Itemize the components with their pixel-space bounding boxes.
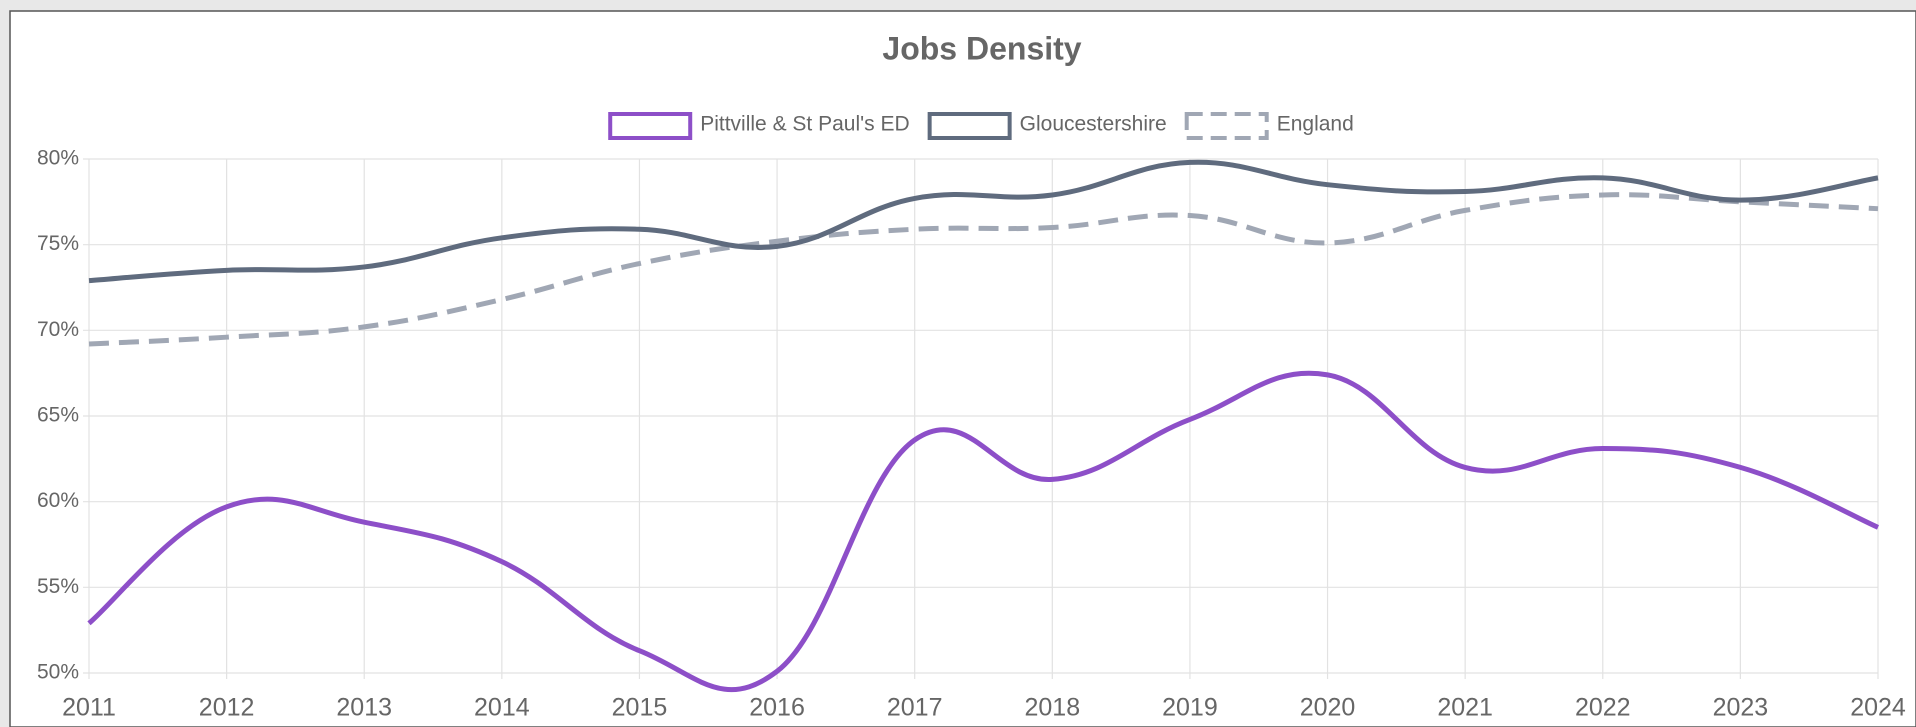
x-tick-label: 2024 (1850, 694, 1906, 722)
x-tick-label: 2023 (1713, 694, 1769, 722)
y-tick-label: 55% (37, 575, 79, 598)
x-tick-label: 2021 (1437, 694, 1493, 722)
y-tick-label: 80% (37, 147, 79, 170)
x-tick-label: 2022 (1575, 694, 1631, 722)
x-tick-label: 2015 (612, 694, 668, 722)
x-tick-label: 2019 (1162, 694, 1218, 722)
legend-swatch (1184, 112, 1269, 140)
series-line (88, 192, 1879, 347)
panel (9, 10, 1916, 727)
x-tick-label: 2012 (199, 694, 255, 722)
legend-label: Pittville & St Paul's ED (700, 113, 909, 136)
x-tick-label: 2020 (1300, 694, 1356, 722)
x-tick-label: 2018 (1024, 694, 1080, 722)
x-tick-label: 2013 (336, 694, 392, 722)
series-line (87, 370, 1879, 692)
y-tick-label: 50% (37, 661, 79, 684)
y-tick-label: 70% (37, 318, 79, 341)
legend-swatch (608, 112, 693, 140)
legend-label: Gloucestershire (1020, 113, 1167, 136)
x-tick-label: 2016 (749, 694, 805, 722)
x-tick-label: 2014 (474, 694, 530, 722)
chart-title: Jobs Density (882, 30, 1081, 66)
series-line (88, 159, 1879, 284)
x-tick-label: 2011 (62, 694, 116, 722)
legend-label: England (1277, 113, 1354, 136)
legend-swatch (927, 112, 1012, 140)
y-tick-label: 65% (37, 404, 79, 427)
x-tick-label: 2017 (887, 694, 943, 722)
y-tick-label: 75% (37, 232, 79, 255)
y-tick-label: 60% (37, 489, 79, 512)
